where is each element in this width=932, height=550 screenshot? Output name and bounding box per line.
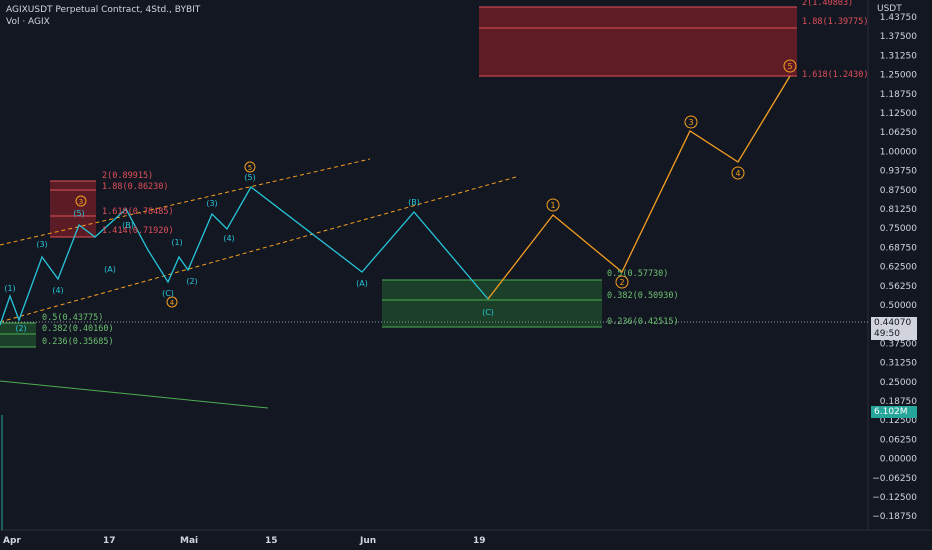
wave-label-2b: (2) <box>186 277 197 286</box>
fib-label-top-1618: 1.618(1.2430) <box>802 70 869 80</box>
wave-label-2: (2) <box>15 324 26 333</box>
price-tick-label: 0.81250 <box>880 205 917 215</box>
price-tick-label: 1.12500 <box>880 109 917 119</box>
fib-label-low-0382: 0.382(0.40160) <box>42 324 114 334</box>
wave-label-c: (C) <box>482 308 494 317</box>
wave-circle-3-left: 3 <box>75 195 87 207</box>
time-label-jun: Jun <box>359 536 376 546</box>
cyan-wave-path <box>0 186 489 326</box>
price-tick-label: 0.68750 <box>880 243 917 253</box>
channel-lower-line <box>0 176 517 323</box>
wave-label-1: (1) <box>4 284 15 293</box>
svg-text:4: 4 <box>170 299 175 307</box>
wave-label-1b: (1) <box>171 238 182 247</box>
green-support-zone-mid <box>382 280 602 327</box>
price-tick-label: 0.50000 <box>880 301 917 311</box>
price-tick-label: 0.87500 <box>880 186 917 196</box>
price-tick-label: −0.12500 <box>872 493 917 503</box>
price-tick-label: 1.31250 <box>880 51 917 61</box>
price-tick-label: 1.00000 <box>880 147 917 157</box>
wave-circle-5: 5 <box>783 59 797 73</box>
red-target-zone-top <box>479 7 797 76</box>
wave-label-5b: (5) <box>244 173 255 182</box>
wave-label-5-small: (5) <box>73 209 84 218</box>
price-tick-label: 0.93750 <box>880 167 917 177</box>
fib-label-left-1414: 1.414(0.71920) <box>102 226 174 236</box>
fib-label-low-05: 0.5(0.43775) <box>42 313 103 323</box>
price-tick-label: −0.18750 <box>872 512 917 522</box>
fib-label-left-1618: 1.618(0.78485) <box>102 207 174 217</box>
volume-trend-line <box>0 380 269 409</box>
fib-label-mid-0236: 0.236(0.42515) <box>607 317 679 327</box>
svg-text:5: 5 <box>787 62 792 71</box>
candle-countdown-tag: 49:50 <box>871 328 917 340</box>
svg-text:1: 1 <box>550 201 555 210</box>
price-tick-label: 0.75000 <box>880 224 917 234</box>
price-tick-label: 1.18750 <box>880 90 917 100</box>
price-tick-label: 0.37500 <box>880 339 917 349</box>
wave-label-4: (4) <box>52 286 63 295</box>
volume-value-tag: 6.102M <box>871 406 917 418</box>
price-tick-label: 1.06250 <box>880 128 917 138</box>
channel-upper-line <box>0 158 371 246</box>
price-tick-label: 0.25000 <box>880 378 917 388</box>
wave-label-a-small: (A) <box>104 265 116 274</box>
price-tick-label: 1.43750 <box>880 13 917 23</box>
fib-label-mid-05: 0.5(0.57730) <box>607 269 668 279</box>
price-tick-label: 0.12500 <box>880 416 917 426</box>
wave-label-a: (A) <box>356 279 368 288</box>
fib-label-mid-0382: 0.382(0.50930) <box>607 291 679 301</box>
chart-legend: AGIXUSDT Perpetual Contract, 4Std., BYBI… <box>6 4 200 28</box>
price-tick-label: 0.18750 <box>880 397 917 407</box>
fib-label-top-188: 1.88(1.39775) <box>802 17 869 27</box>
time-label-mai: Mai <box>180 536 198 546</box>
wave-label-4b: (4) <box>223 234 234 243</box>
wave-circle-4: 4 <box>731 166 745 180</box>
wave-label-3b: (3) <box>206 199 217 208</box>
svg-text:2: 2 <box>619 278 624 287</box>
price-tick-label: 0.00000 <box>880 455 917 465</box>
fib-label-low-0236: 0.236(0.35685) <box>42 337 114 347</box>
price-tick-label: −0.06250 <box>872 474 917 484</box>
svg-text:3: 3 <box>688 118 693 127</box>
price-tick-label: 0.06250 <box>880 435 917 445</box>
price-tick-label: 1.37500 <box>880 32 917 42</box>
orange-wave-path <box>487 75 791 300</box>
svg-text:4: 4 <box>735 169 740 178</box>
time-label-apr: Apr <box>3 536 21 546</box>
svg-text:5: 5 <box>248 164 252 172</box>
green-support-zone-low <box>0 323 36 347</box>
wave-label-3: (3) <box>36 240 47 249</box>
volume-indicator-title[interactable]: Vol · AGIX <box>6 17 50 27</box>
svg-text:3: 3 <box>79 198 83 206</box>
wave-label-b: (B) <box>408 198 420 207</box>
wave-label-c-small: (C) <box>162 289 174 298</box>
price-axis-unit: USDT <box>877 4 902 14</box>
fib-label-left-188: 1.88(0.86230) <box>102 182 169 192</box>
price-tick-label: 1.25000 <box>880 71 917 81</box>
wave-circle-2: 2 <box>615 275 629 289</box>
price-tick-label: 0.31250 <box>880 359 917 369</box>
wave-circle-1: 1 <box>546 198 560 212</box>
wave-circle-3: 3 <box>684 115 698 129</box>
price-tick-label: 0.56250 <box>880 282 917 292</box>
price-tick-label: 0.62500 <box>880 263 917 273</box>
current-price-tag: 0.44070 <box>871 317 917 329</box>
time-label-15: 15 <box>265 536 278 546</box>
wave-circle-4-left: 4 <box>166 296 178 308</box>
time-label-19: 19 <box>473 536 486 546</box>
fib-label-left-2: 2(0.89915) <box>102 171 153 181</box>
time-label-17: 17 <box>103 536 116 546</box>
symbol-title[interactable]: AGIXUSDT Perpetual Contract, 4Std., BYBI… <box>6 5 201 15</box>
fib-label-top-2: 2(1.40803) <box>802 0 853 8</box>
wave-circle-5-left: 5 <box>244 161 256 173</box>
wave-label-b-small: (B) <box>122 221 134 230</box>
